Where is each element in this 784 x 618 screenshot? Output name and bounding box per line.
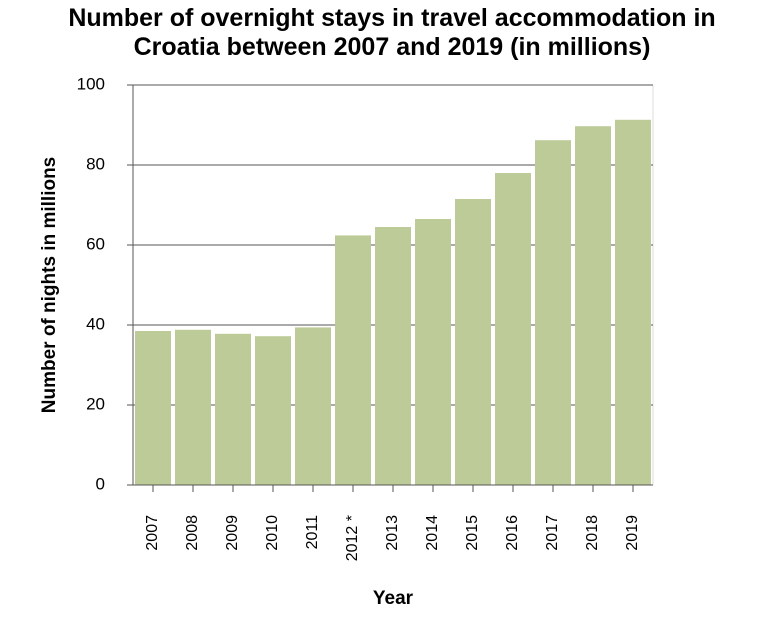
x-tick-label: 2013 — [384, 515, 401, 551]
x-tick-label: 2016 — [504, 515, 521, 551]
x-tick-label: 2007 — [144, 515, 161, 551]
bar — [495, 173, 531, 485]
chart-title: Number of overnight stays in travel acco… — [68, 4, 716, 61]
bar — [615, 119, 651, 486]
y-tick-label: 0 — [96, 474, 105, 493]
x-tick-label: 2018 — [584, 515, 601, 551]
bar — [295, 327, 331, 485]
x-tick-label: 2012 * — [344, 515, 361, 561]
y-tick-label: 80 — [86, 154, 105, 173]
bar — [415, 219, 451, 485]
y-tick-label: 60 — [86, 234, 105, 253]
bar — [575, 126, 611, 485]
x-tick-label: 2019 — [624, 515, 641, 551]
x-tick-label: 2011 — [304, 515, 321, 550]
bar — [455, 199, 491, 485]
x-tick-label: 2010 — [264, 515, 281, 551]
bar — [535, 140, 571, 485]
y-tick-label: 40 — [86, 314, 105, 333]
bar — [215, 333, 251, 485]
bar — [335, 235, 371, 485]
bar — [375, 227, 411, 485]
y-tick-label: 20 — [86, 394, 105, 413]
bar — [255, 336, 291, 485]
y-tick-label: 100 — [77, 74, 105, 93]
x-tick-label: 2009 — [224, 515, 241, 551]
x-tick-label: 2017 — [544, 515, 561, 551]
bar — [135, 331, 171, 485]
y-axis-label: Number of nights in millions — [39, 157, 60, 414]
x-tick-label: 2014 — [424, 515, 441, 551]
bar — [175, 329, 211, 485]
x-tick-label: 2015 — [464, 515, 481, 551]
x-tick-label: 2008 — [184, 515, 201, 551]
x-axis-label: Year — [373, 588, 414, 609]
